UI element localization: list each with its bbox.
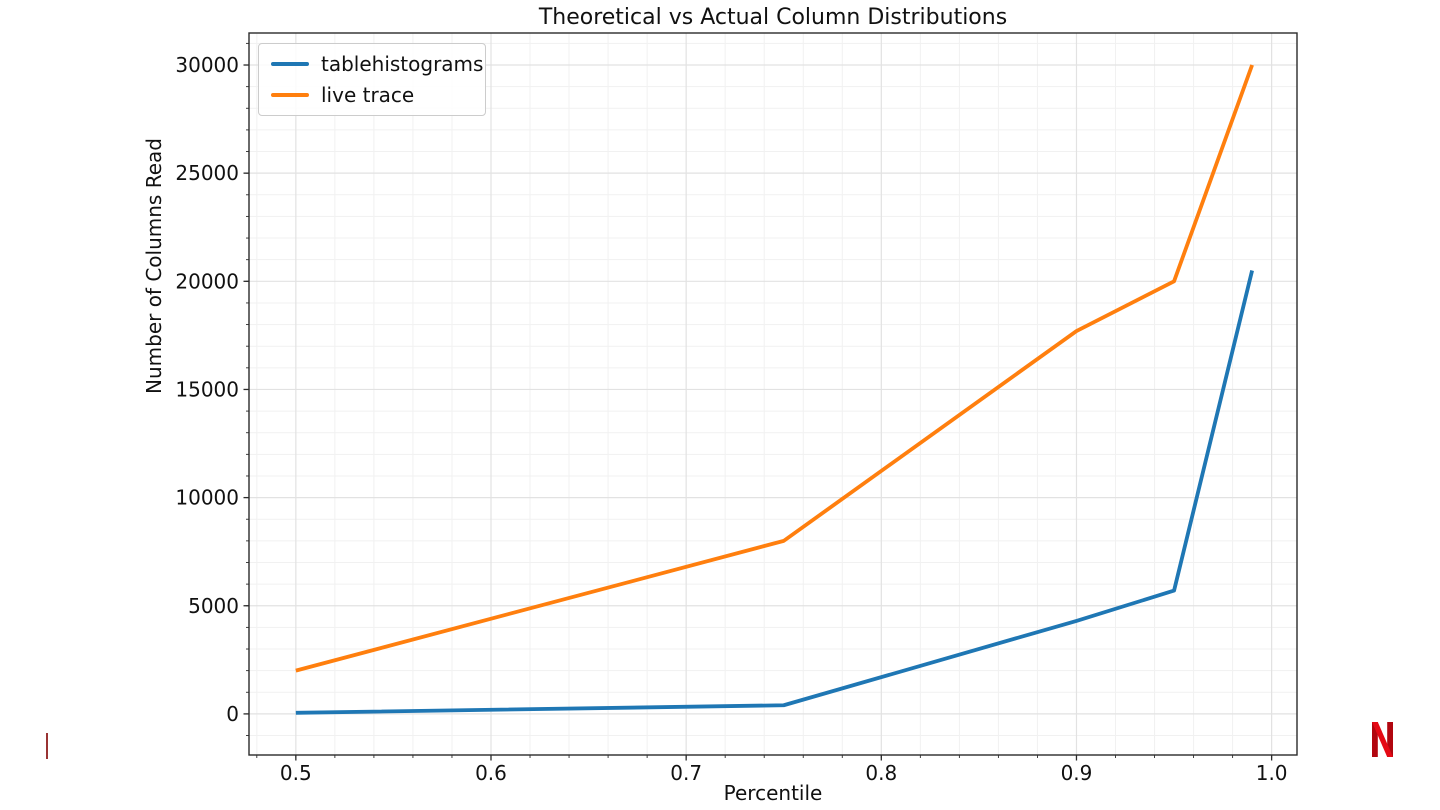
plot-spines (248, 32, 1298, 756)
x-axis-label: Percentile (723, 781, 823, 805)
legend-line-swatch (271, 62, 309, 66)
text-cursor-mark (46, 733, 48, 759)
legend-line-swatch (271, 93, 309, 97)
x-tick-label: 0.9 (1061, 761, 1093, 785)
legend-label: tablehistograms (321, 52, 484, 76)
x-tick-label: 1.0 (1256, 761, 1288, 785)
y-tick-label: 15000 (175, 377, 239, 401)
series-line-tablehistograms (295, 270, 1254, 715)
legend-entry: live trace (271, 84, 473, 106)
chart-title: Theoretical vs Actual Column Distributio… (538, 5, 1008, 30)
axis-ticks: 0.5 0.6 0.7 0.8 0.9 1.0 0 5000 10000 15000 20000 25… (175, 42, 1288, 785)
x-tick-label: 0.7 (670, 761, 702, 785)
y-tick-label: 20000 (175, 269, 239, 293)
legend-label: live trace (321, 83, 415, 107)
minor-gridlines (249, 33, 1297, 755)
y-tick-label: 10000 (175, 486, 239, 510)
x-tick-label: 0.5 (280, 761, 312, 785)
y-tick-label: 30000 (175, 53, 239, 77)
major-gridlines (249, 33, 1297, 755)
y-tick-label: 0 (226, 702, 239, 726)
x-tick-label: 0.6 (475, 761, 507, 785)
legend: tablehistograms live trace (258, 43, 486, 116)
netflix-logo-icon (1372, 722, 1393, 757)
series-line-live-trace (295, 64, 1254, 673)
x-tick-label: 0.8 (865, 761, 897, 785)
legend-entry: tablehistograms (271, 53, 483, 75)
y-tick-label: 25000 (175, 161, 239, 185)
y-tick-label: 5000 (188, 594, 239, 618)
